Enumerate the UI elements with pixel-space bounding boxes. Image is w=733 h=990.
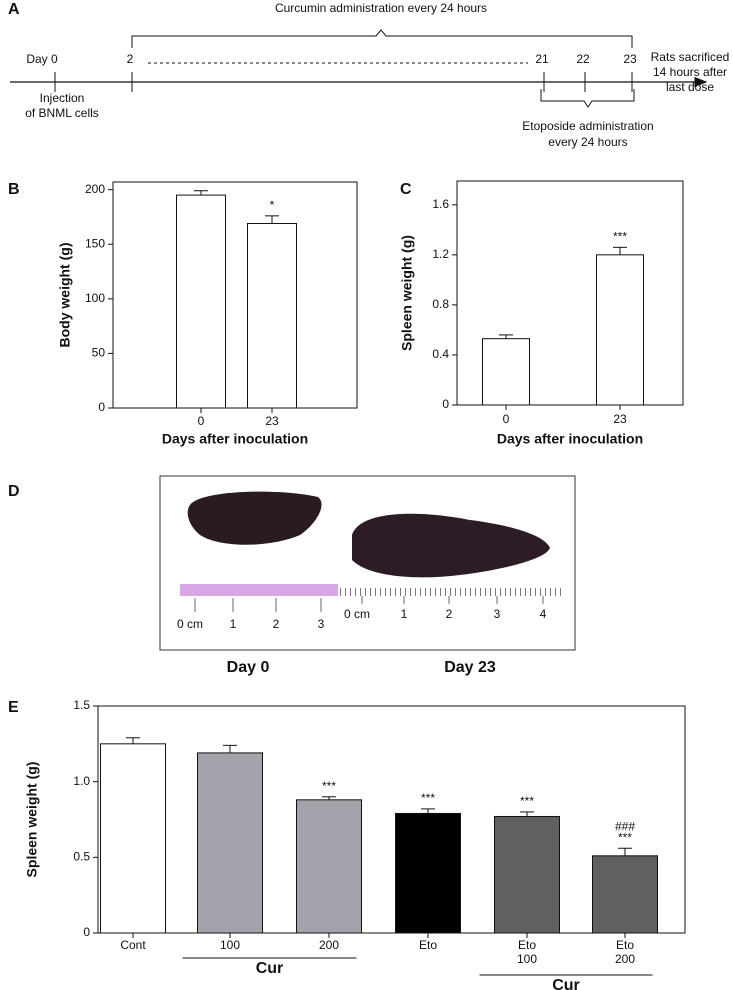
- y-axis-label: Spleen weight (g): [24, 762, 40, 878]
- plot-frame: [97, 705, 686, 934]
- ruler-label: 3: [318, 617, 325, 631]
- y-axis-label: Body weight (g): [57, 243, 73, 348]
- panel-label: A: [8, 1, 20, 18]
- end-note: 14 hours after: [653, 65, 727, 79]
- significance: ***: [520, 794, 534, 808]
- x-tick-label: 23: [613, 412, 627, 426]
- x-tick-label: 200: [319, 938, 339, 952]
- bar: [482, 338, 530, 406]
- ruler-label: 4: [540, 607, 547, 621]
- top-note: Curcumin administration every 24 hours: [275, 1, 487, 15]
- significance: ###: [615, 819, 635, 833]
- caption: Day 0: [227, 659, 270, 676]
- x-tick-label: 23: [265, 414, 279, 428]
- significance: ***: [322, 779, 336, 793]
- bar: [592, 855, 658, 934]
- y-tick-label: 0: [442, 397, 449, 411]
- ruler-label: 1: [230, 617, 237, 631]
- plot-frame: [112, 181, 358, 409]
- y-tick-label: 50: [92, 346, 106, 360]
- bar: [100, 743, 166, 934]
- spleen-day23: [352, 513, 550, 578]
- bar: [176, 194, 226, 409]
- y-tick-label: 1.5: [73, 698, 90, 712]
- brace-top: [131, 29, 633, 48]
- bottom-note: every 24 hours: [548, 135, 627, 149]
- end-note: Rats sacrificed: [651, 50, 730, 64]
- x-axis-label: Days after inoculation: [162, 431, 308, 447]
- x-tick-label: Eto: [419, 938, 437, 952]
- group-label: Cur: [256, 960, 284, 977]
- y-tick-label: 0.5: [73, 850, 90, 864]
- spleen-day0: [187, 491, 322, 545]
- panel-label: B: [8, 181, 20, 198]
- bottom-note: Etoposide administration: [522, 119, 653, 133]
- panel-label: E: [8, 699, 19, 716]
- x-tick-label: Eto: [616, 938, 634, 952]
- bar: [197, 752, 263, 934]
- ruler-label: 1: [401, 607, 408, 621]
- bar: [247, 222, 297, 409]
- y-tick-label: 1.6: [432, 197, 449, 211]
- ruler-label: 0 cm: [177, 617, 203, 631]
- bar: [296, 799, 362, 934]
- x-tick-label: 100: [517, 952, 537, 966]
- significance: ***: [421, 791, 435, 805]
- x-axis-label: Days after inoculation: [497, 431, 643, 447]
- x-tick-label: Eto: [518, 938, 536, 952]
- day-label: Day 0: [26, 52, 58, 66]
- bar: [494, 815, 560, 934]
- x-tick-label: 200: [615, 952, 635, 966]
- bar: [596, 254, 644, 406]
- ruler-label: 2: [273, 617, 280, 631]
- start-note: Injection: [40, 91, 85, 105]
- photo-labels: 0 cm 1 2 3 0 cm 1 2 3 4 Day 0 Day 23: [177, 596, 547, 676]
- y-tick-label: 100: [85, 291, 105, 305]
- x-tick-label: Cont: [120, 938, 146, 952]
- day-label: 23: [623, 52, 637, 66]
- ruler-label: 3: [494, 607, 501, 621]
- y-tick-label: 150: [85, 236, 105, 250]
- brace-bottom: [540, 89, 635, 108]
- panel-label: D: [8, 483, 20, 500]
- y-tick-label: 200: [85, 182, 105, 196]
- bar: [395, 812, 461, 934]
- significance: ***: [613, 229, 627, 243]
- significance: ***: [618, 830, 632, 844]
- plot-frame: [456, 180, 684, 406]
- day-label: 21: [535, 52, 549, 66]
- day-label: 2: [127, 52, 134, 66]
- y-axis-label: Spleen weight (g): [399, 235, 415, 351]
- group-label: Cur: [552, 977, 580, 990]
- ruler-label: 0 cm: [344, 607, 370, 621]
- y-tick-label: 0: [98, 400, 105, 414]
- ruler-label: 2: [446, 607, 453, 621]
- y-tick-label: 0: [83, 925, 90, 939]
- y-tick-label: 1.0: [73, 774, 90, 788]
- y-tick-label: 0.8: [432, 297, 449, 311]
- day-label: 22: [576, 52, 590, 66]
- y-tick-label: 0.4: [432, 347, 449, 361]
- panel-label: C: [400, 181, 412, 198]
- x-tick-label: 100: [220, 938, 240, 952]
- x-tick-label: 0: [503, 412, 510, 426]
- ruler-1: [180, 584, 338, 596]
- x-tick-label: 0: [198, 414, 205, 428]
- end-note: last dose: [666, 80, 714, 94]
- significance: *: [270, 198, 275, 212]
- start-note: of BNML cells: [25, 106, 99, 120]
- y-tick-label: 1.2: [432, 247, 449, 261]
- caption: Day 23: [444, 659, 496, 676]
